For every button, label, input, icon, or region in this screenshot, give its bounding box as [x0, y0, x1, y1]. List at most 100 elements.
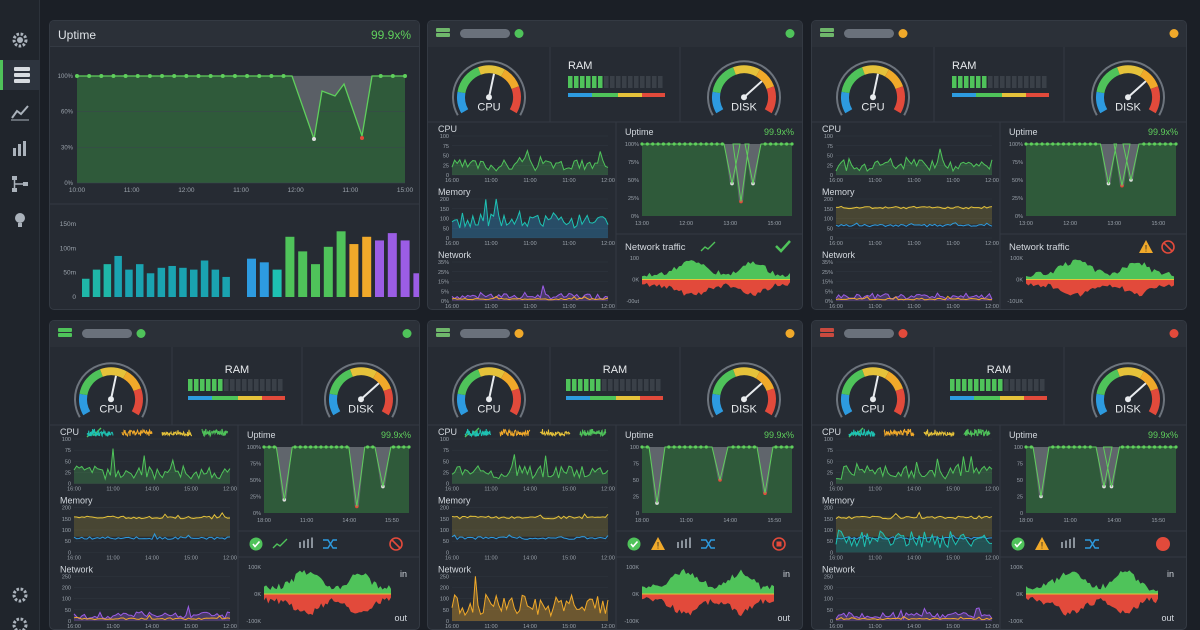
series-line — [73, 512, 231, 520]
y-tick-label: 150m — [60, 221, 76, 228]
x-tick-label: 16:00 — [445, 487, 459, 493]
trend-icon[interactable] — [272, 538, 288, 549]
bar — [190, 269, 198, 297]
ram-cell — [1030, 76, 1035, 88]
y-tick-label: 100 — [440, 528, 449, 534]
y-tick-label: 100 — [62, 437, 71, 443]
series-area — [74, 606, 230, 621]
metric-label: Memory — [822, 187, 855, 197]
line-chart-icon[interactable] — [10, 102, 30, 122]
shuffle-icon[interactable] — [701, 539, 715, 549]
bars-icon[interactable] — [299, 537, 313, 549]
ram-cell — [248, 379, 253, 391]
x-tick-label: 10:00 — [69, 187, 86, 194]
uptime-label: Uptime — [247, 430, 276, 440]
bulb-icon[interactable] — [10, 210, 30, 230]
y-tick-label: 50 — [443, 154, 449, 160]
traffic-out — [1026, 594, 1158, 616]
uptime-point — [397, 445, 401, 449]
y-tick-label: 0 — [830, 550, 833, 556]
y-tick-label: 50 — [65, 608, 71, 614]
y-tick-label: 50% — [628, 178, 639, 184]
y-tick-label: 75% — [1012, 160, 1023, 166]
settings-bottom-icon[interactable] — [10, 585, 30, 605]
y-tick-label: 200 — [824, 586, 833, 592]
warn-icon[interactable]: ! — [1139, 240, 1153, 254]
series-area — [452, 285, 608, 301]
gauge-rim — [1091, 60, 1165, 116]
gauge-segment — [131, 388, 143, 416]
x-tick-label: 18:00 — [1019, 518, 1033, 524]
bar — [400, 240, 410, 297]
metric-label: Memory — [438, 496, 471, 506]
uptime-dip — [745, 144, 761, 184]
bar-chart-icon[interactable] — [10, 138, 30, 158]
shuffle-icon[interactable] — [1085, 539, 1099, 549]
ram-cell — [652, 76, 657, 88]
server-icon[interactable] — [0, 60, 40, 90]
y-tick-label: 150 — [62, 517, 71, 523]
bar — [200, 260, 209, 297]
bar — [323, 246, 333, 297]
ram-cell — [206, 379, 211, 391]
y-tick-label: 0 — [68, 550, 71, 556]
gauge-segment — [841, 393, 853, 416]
uptime-percent: 99.9x% — [370, 28, 411, 42]
uptime-point — [672, 445, 676, 449]
ram-cell — [644, 379, 649, 391]
uptime-point — [1088, 142, 1092, 146]
bars-icon[interactable] — [1061, 537, 1075, 549]
stop-icon[interactable] — [772, 537, 786, 551]
uptime-point — [790, 445, 794, 449]
uptime-point — [645, 142, 649, 146]
ram-meter — [950, 379, 1047, 400]
y-tick-label: 100 — [824, 528, 833, 534]
x-tick-label: 12:00 — [1063, 221, 1077, 227]
reddot-icon[interactable] — [1156, 537, 1170, 551]
x-tick-label: 11:00 — [562, 241, 575, 247]
check-icon[interactable] — [627, 537, 641, 551]
block-icon[interactable] — [389, 537, 403, 551]
block-icon[interactable] — [1161, 240, 1175, 254]
server-name-pill — [844, 329, 894, 338]
ram-cell — [614, 379, 619, 391]
gear-bottom-icon[interactable] — [10, 615, 30, 630]
x-tick-label: 16:00 — [829, 624, 843, 630]
y-tick-label: 200 — [824, 506, 833, 512]
y-tick-label: 35% — [822, 260, 833, 266]
ram-scale — [974, 396, 1000, 400]
check-icon[interactable] — [775, 240, 791, 253]
x-tick-label: 11:00 — [868, 241, 881, 247]
y-tick-label: 60% — [61, 110, 74, 116]
gauge-rim — [707, 362, 781, 418]
uptime-point — [371, 445, 375, 449]
y-tick-label: -00ut — [626, 299, 639, 305]
uptime-point — [293, 445, 297, 449]
network-icon[interactable] — [10, 174, 30, 194]
check-icon[interactable] — [1011, 537, 1025, 551]
uptime-point — [785, 445, 789, 449]
gauge-segment — [509, 388, 521, 416]
uptime-point — [774, 445, 778, 449]
uptime-point — [688, 445, 692, 449]
gear-icon[interactable] — [10, 30, 30, 50]
y-tick-label: 0 — [830, 236, 833, 242]
y-tick-label: 250 — [824, 574, 833, 580]
gauge-segment — [350, 367, 377, 379]
warn-icon[interactable]: ! — [651, 537, 665, 551]
gauge-rim — [452, 60, 526, 116]
shuffle-icon[interactable] — [323, 539, 337, 549]
uptime-point — [640, 445, 644, 449]
uptime-point — [99, 74, 104, 78]
ram-cell — [650, 379, 655, 391]
x-tick-label: 12:00 — [178, 187, 195, 194]
metric-label: CPU — [822, 124, 841, 134]
y-tick-label: 100 — [62, 597, 71, 603]
bar — [298, 251, 308, 297]
check-icon[interactable] — [249, 537, 263, 551]
bars-icon[interactable] — [677, 537, 691, 549]
ram-label: RAM — [987, 364, 1011, 376]
x-tick-label: 12:00 — [223, 487, 237, 493]
warn-icon[interactable]: ! — [1035, 537, 1049, 551]
trend-icon[interactable] — [700, 241, 716, 252]
